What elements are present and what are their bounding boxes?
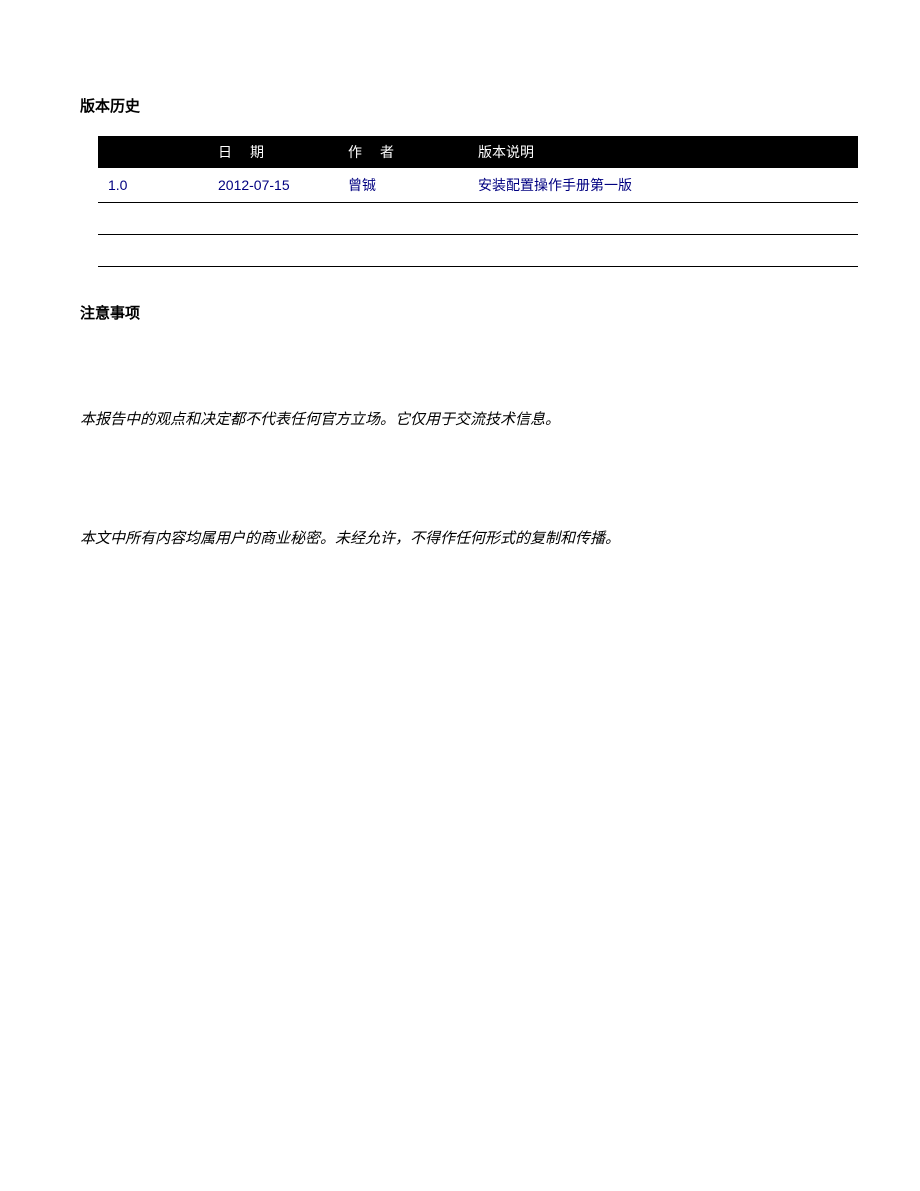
col-header-desc: 版本说明 <box>468 136 858 168</box>
col-header-version <box>98 136 208 168</box>
cell-version <box>98 235 208 267</box>
cell-version: 1.0 <box>98 168 208 203</box>
cell-author: 曾铖 <box>338 168 468 203</box>
notice-paragraph-2: 本文中所有内容均属用户的商业秘密。未经允许，不得作任何形式的复制和传播。 <box>80 527 840 551</box>
cell-version <box>98 203 208 235</box>
table-header-row: 日 期 作 者 版本说明 <box>98 136 858 168</box>
version-history-table: 日 期 作 者 版本说明 1.0 2012-07-15 曾铖 安装配置操作手册第… <box>98 136 858 267</box>
version-history-heading: 版本历史 <box>80 95 840 116</box>
cell-date: 2012-07-15 <box>208 168 338 203</box>
col-header-author: 作 者 <box>338 136 468 168</box>
cell-desc: 安装配置操作手册第一版 <box>468 168 858 203</box>
cell-author <box>338 203 468 235</box>
table-row <box>98 203 858 235</box>
cell-date <box>208 203 338 235</box>
notice-heading: 注意事项 <box>80 302 840 323</box>
cell-date <box>208 235 338 267</box>
col-header-date: 日 期 <box>208 136 338 168</box>
notice-paragraph-1: 本报告中的观点和决定都不代表任何官方立场。它仅用于交流技术信息。 <box>80 408 840 432</box>
cell-desc <box>468 203 858 235</box>
table-row: 1.0 2012-07-15 曾铖 安装配置操作手册第一版 <box>98 168 858 203</box>
table-row <box>98 235 858 267</box>
cell-desc <box>468 235 858 267</box>
cell-author <box>338 235 468 267</box>
